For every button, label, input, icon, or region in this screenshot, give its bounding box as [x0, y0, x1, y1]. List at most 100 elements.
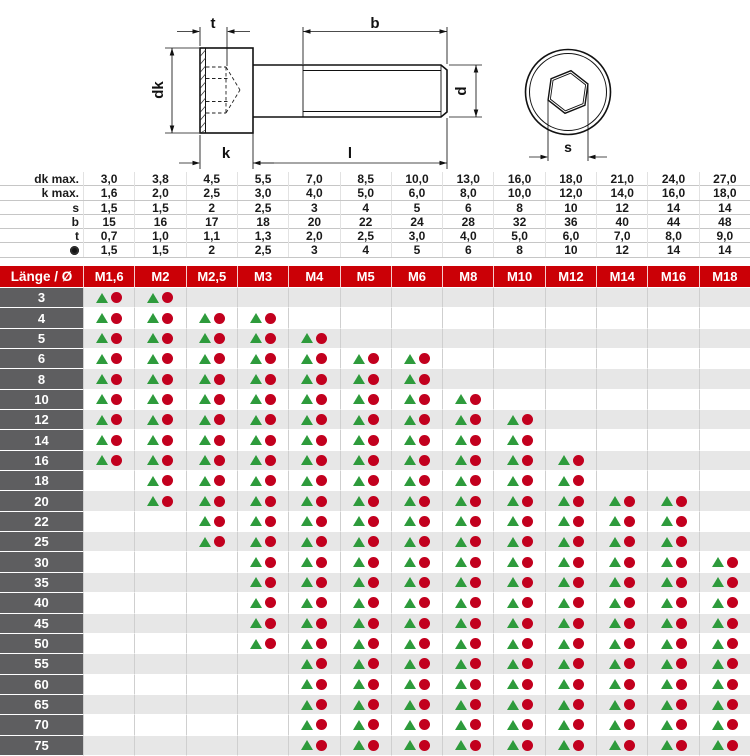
availability-cell: [544, 430, 597, 451]
length-row-20: 20: [0, 491, 750, 512]
availability-cell: [647, 735, 699, 756]
length-label: 10: [0, 389, 83, 411]
spec-value: 14: [647, 200, 698, 215]
length-row-6: 6: [0, 349, 750, 370]
triangle-marker: [557, 475, 570, 486]
circle-marker: [316, 373, 328, 385]
availability-cell: [236, 450, 289, 472]
spec-value: 1,3: [236, 229, 288, 244]
triangle-marker: [557, 618, 570, 629]
availability-cell: [288, 715, 340, 736]
availability-cell: [442, 511, 494, 533]
matrix-body: 3 4 5 6 8 10 12 14 16 18 20 22 25 30 35 40 45 50 55 60 65 70 7…: [0, 288, 750, 756]
spec-value: 2,5: [339, 229, 391, 244]
triangle-marker: [250, 313, 263, 324]
length-label: 12: [0, 410, 83, 431]
spec-value: 24,0: [647, 172, 698, 186]
triangle-marker: [147, 414, 160, 425]
availability-cell: [134, 511, 186, 533]
availability-cell: [390, 308, 443, 329]
availability-cell: [493, 328, 545, 350]
availability-cell: [288, 674, 340, 695]
availability-cell: [390, 328, 443, 350]
triangle-marker: [250, 536, 263, 547]
spec-value: 5: [390, 243, 442, 258]
length-label: 4: [0, 308, 83, 329]
circle-marker: [265, 576, 277, 588]
circle-marker: [367, 373, 379, 385]
triangle-marker: [147, 333, 160, 344]
column-header: M2,5: [185, 266, 237, 288]
triangle-marker: [557, 679, 570, 690]
availability-cell: [185, 511, 237, 533]
spec-value: 2,5: [185, 186, 237, 201]
availability-cell: [442, 491, 494, 512]
circle-marker: [572, 515, 584, 527]
availability-cell: [288, 694, 340, 716]
circle-marker: [316, 515, 328, 527]
availability-cell: [544, 674, 597, 695]
circle-marker: [316, 658, 328, 670]
circle-marker: [367, 597, 379, 609]
availability-cell: [647, 511, 699, 533]
availability-cell: [698, 674, 750, 695]
availability-cell: [442, 532, 494, 553]
circle-marker: [367, 414, 379, 426]
availability-cell: [442, 288, 494, 309]
triangle-marker: [506, 496, 519, 507]
availability-cell: [236, 410, 289, 431]
triangle-marker: [455, 719, 468, 730]
triangle-marker: [352, 435, 365, 446]
availability-cell: [698, 369, 750, 390]
spec-value: 2,5: [236, 243, 288, 258]
length-label: 8: [0, 369, 83, 390]
spec-value: 1,5: [134, 243, 185, 258]
dim-label-dk: dk: [150, 81, 167, 99]
length-row-10: 10: [0, 389, 750, 411]
availability-cell: [698, 288, 750, 309]
availability-cell: [390, 552, 443, 573]
circle-marker: [367, 536, 379, 548]
availability-cell: [339, 552, 391, 573]
availability-cell: [442, 674, 494, 695]
circle-marker: [418, 414, 430, 426]
availability-cell: [544, 532, 597, 553]
spec-value: 32: [493, 214, 544, 229]
circle-marker: [521, 475, 533, 487]
circle-marker: [675, 739, 687, 751]
availability-cell: [83, 328, 135, 350]
triangle-marker: [96, 374, 109, 385]
availability-cell: [442, 613, 494, 634]
availability-cell: [647, 613, 699, 634]
triangle-marker: [403, 496, 416, 507]
circle-marker: [316, 495, 328, 507]
circle-marker: [367, 576, 379, 588]
availability-cell: [698, 410, 750, 431]
triangle-marker: [352, 374, 365, 385]
availability-cell: [647, 572, 699, 594]
spec-value: 0,7: [83, 229, 134, 244]
screw-head-outline: [199, 47, 254, 134]
availability-cell: [134, 715, 186, 736]
spec-value: 5: [390, 200, 442, 215]
triangle-marker: [301, 719, 314, 730]
availability-cell: [339, 674, 391, 695]
triangle-marker: [250, 374, 263, 385]
length-label: 22: [0, 511, 83, 533]
triangle-marker: [352, 740, 365, 751]
column-header: M4: [288, 266, 340, 288]
hex-socket-outline: [547, 69, 589, 115]
spec-value: 8,5: [339, 172, 391, 186]
circle-marker: [470, 495, 482, 507]
circle-marker: [572, 454, 584, 466]
triangle-marker: [609, 638, 622, 649]
circle-marker: [265, 515, 277, 527]
availability-cell: [698, 694, 750, 716]
availability-cell: [83, 552, 135, 573]
circle-marker: [367, 434, 379, 446]
dim-label-d: d: [453, 86, 470, 95]
triangle-marker: [455, 658, 468, 669]
availability-cell: [185, 694, 237, 716]
circle-marker: [111, 312, 123, 324]
spec-value: 40: [596, 214, 647, 229]
